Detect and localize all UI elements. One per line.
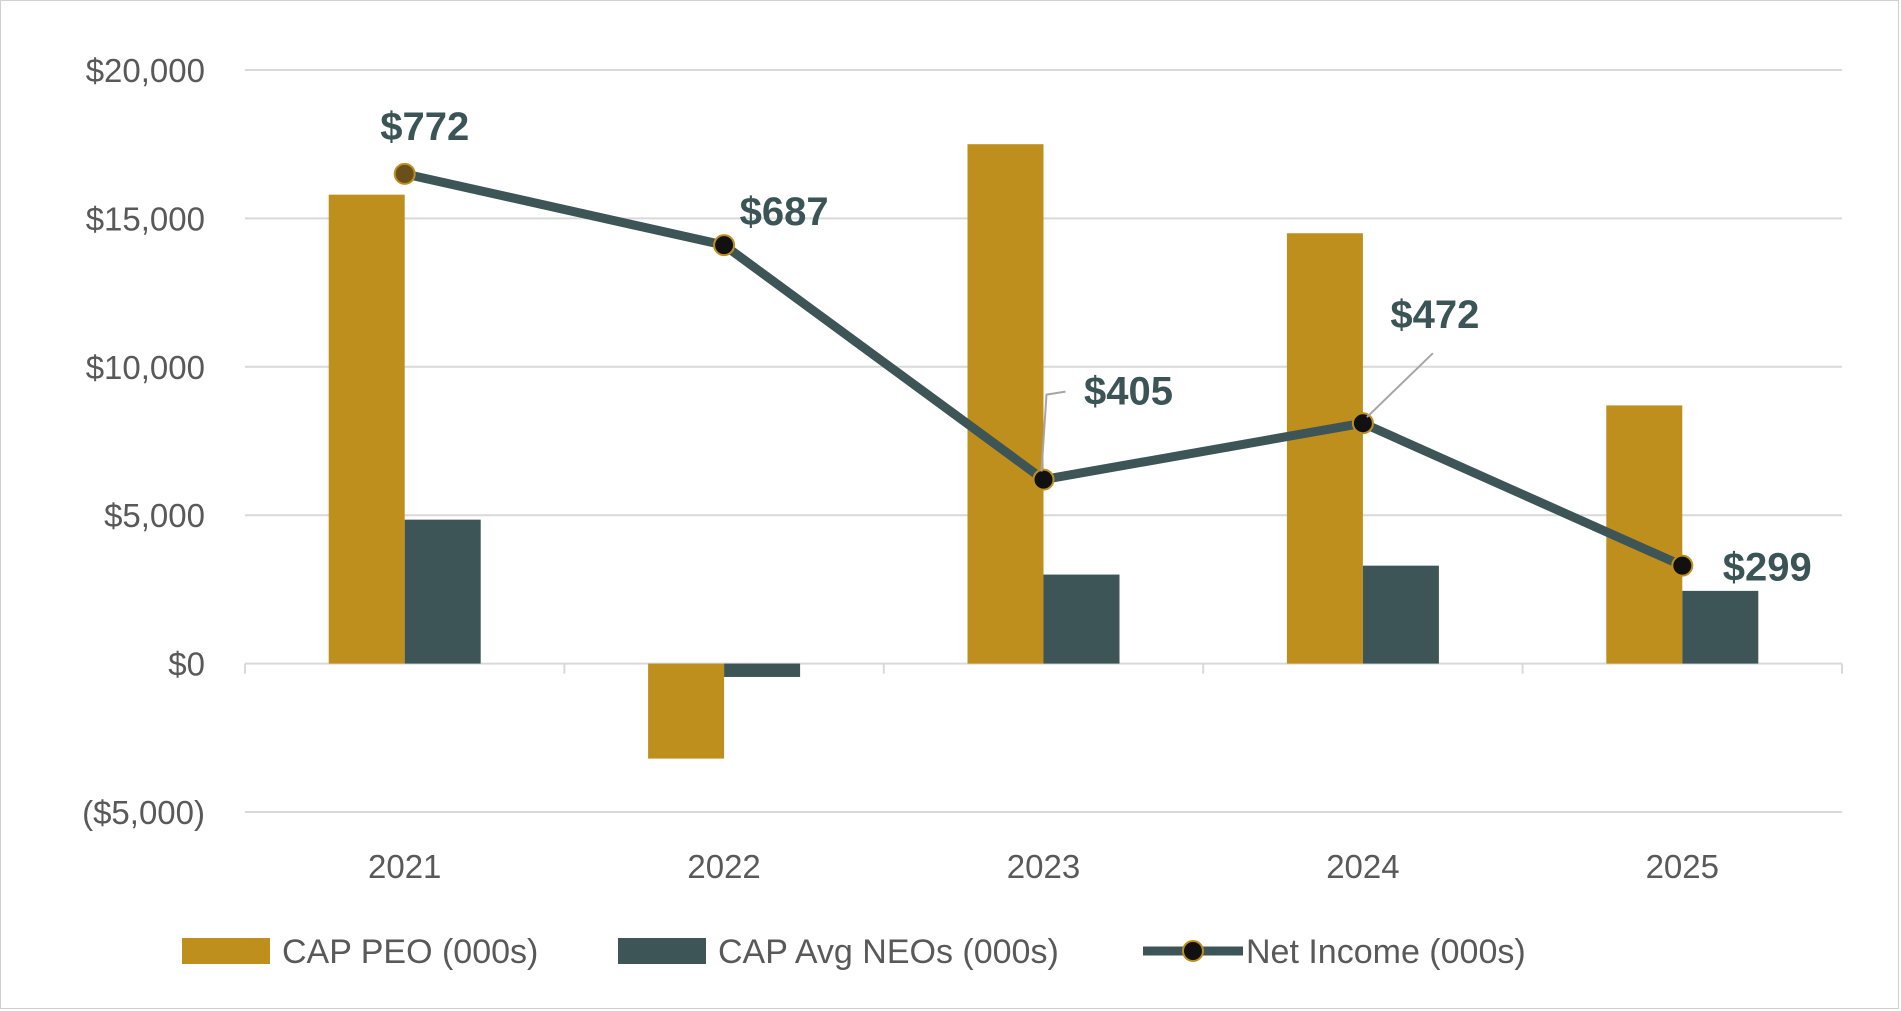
y-tick-label-4: $0 <box>168 646 205 683</box>
net-income-label-2021: $772 <box>380 105 469 149</box>
bar-cap-avg-neos-2025 <box>1682 590 1759 664</box>
x-tick-label-0: 2021 <box>368 848 441 885</box>
legend-label-cap-avg-neos: CAP Avg NEOs (000s) <box>718 933 1059 971</box>
legend-swatch-cap-peo <box>182 938 270 964</box>
bar-cap-avg-neos-2021 <box>404 519 481 664</box>
x-tick-label-2: 2023 <box>1007 848 1080 885</box>
net-income-marker-2023 <box>1032 468 1055 491</box>
bar-cap-avg-neos-2022 <box>724 663 801 677</box>
net-income-label-2024: $472 <box>1390 293 1479 337</box>
bar-cap-peo-2021 <box>328 194 405 664</box>
bars <box>328 144 1759 759</box>
y-tick-label-2: $10,000 <box>86 349 205 386</box>
bar-cap-peo-2022 <box>648 663 725 759</box>
y-axis-ticks: $20,000 $15,000 $10,000 $5,000 $0 ($5,000) <box>82 52 205 831</box>
net-income-marker-2024 <box>1351 412 1374 435</box>
legend-marker-net-income <box>1182 940 1204 962</box>
legend: CAP PEO (000s) CAP Avg NEOs (000s) Net Inc… <box>182 933 1526 971</box>
x-tick-label-1: 2022 <box>687 848 760 885</box>
legend-label-cap-peo: CAP PEO (000s) <box>282 933 538 971</box>
net-income-marker-2025 <box>1671 554 1694 577</box>
y-tick-label-1: $15,000 <box>86 200 205 237</box>
y-tick-label-5: ($5,000) <box>82 794 205 831</box>
net-income-label-2022: $687 <box>740 190 829 234</box>
leader-line-2024 <box>1366 352 1434 418</box>
x-tick-label-4: 2025 <box>1646 848 1719 885</box>
y-tick-label-3: $5,000 <box>104 497 205 534</box>
net-income-marker-2022 <box>713 234 736 257</box>
leader-line-2023 <box>1040 390 1066 472</box>
x-tick-label-3: 2024 <box>1326 848 1399 885</box>
net-income-label-2025: $299 <box>1723 546 1812 590</box>
net-income-marker-2021 <box>393 162 416 185</box>
bar-cap-avg-neos-2024 <box>1362 565 1439 664</box>
bar-cap-avg-neos-2023 <box>1043 574 1120 664</box>
net-income-line <box>393 162 1694 577</box>
bar-cap-peo-2023 <box>967 144 1044 664</box>
data-labels: $772 $687 $405 $472 $299 <box>380 105 1812 590</box>
legend-label-net-income: Net Income (000s) <box>1246 933 1526 971</box>
bar-cap-peo-2024 <box>1286 233 1363 664</box>
legend-swatch-cap-avg-neos <box>618 938 706 964</box>
x-axis-ticks: 2021 2022 2023 2024 2025 <box>368 848 1719 885</box>
y-tick-label-0: $20,000 <box>86 52 205 89</box>
net-income-label-2023: $405 <box>1084 370 1173 414</box>
x-axis <box>244 662 1843 674</box>
